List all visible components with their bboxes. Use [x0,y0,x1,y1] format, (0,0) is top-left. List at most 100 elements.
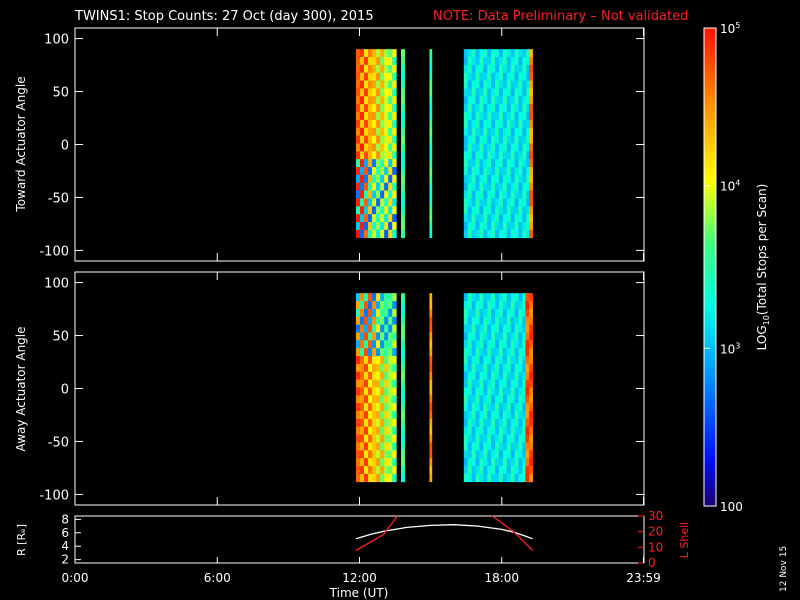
heatmap-cell [487,167,492,176]
heatmap-cell [380,458,385,467]
heatmap-cell [400,190,405,199]
heatmap-cell [372,411,377,420]
heatmap-cell [502,88,508,97]
heatmap-cell [471,442,476,451]
heatmap-cell [467,151,473,160]
heatmap-cell [498,182,504,191]
heatmap-cell [368,64,373,74]
heatmap-cell [429,57,433,66]
heatmap-cell [479,332,484,341]
heatmap-cell [502,332,508,341]
heatmap-cell [529,395,533,404]
heatmap-cell [498,442,504,451]
heatmap-cell [376,49,381,58]
heatmap-cell [498,363,504,373]
heatmap-cell [384,72,389,81]
heatmap-cell [514,301,519,310]
heatmap-cell [518,72,523,81]
heatmap-cell [518,316,523,325]
y-tick-label: 100 [44,33,69,48]
heatmap-cell [471,403,476,412]
heatmap-cell [525,387,530,396]
heatmap-cell [388,308,393,318]
y-tick-label: 100 [44,277,69,292]
heatmap-cell [368,151,373,160]
heatmap-cell [368,182,373,191]
heatmap-cell [376,159,381,168]
heatmap-cell [355,465,361,475]
heatmap-cell [463,159,469,168]
heatmap-cell [491,96,496,105]
heatmap-cell [495,418,500,428]
heatmap-cell [364,127,369,136]
heatmap-cell [364,458,369,467]
heatmap-cell [384,80,389,89]
heatmap-cell [355,229,361,239]
heatmap-cell [471,135,476,144]
heatmap-cell [529,458,533,467]
heatmap-cell [514,403,519,412]
heatmap-cell [495,88,500,97]
heatmap-cell [510,229,515,239]
heatmap-cell [359,119,365,129]
heatmap-cell [475,340,480,349]
heatmap-cell [376,308,381,318]
heatmap-cell [498,49,504,58]
heatmap-cell [491,64,496,74]
heatmap-cell [483,473,488,483]
heatmap-cell [487,442,492,451]
heatmap-cell [514,151,519,160]
heatmap-cell [380,135,385,144]
heatmap-cell [429,418,433,428]
heatmap-cell [400,426,405,435]
heatmap-cell [388,434,393,443]
heatmap-cell [467,450,473,459]
heatmap-cell [529,356,533,365]
heatmap-cell [526,214,531,223]
heatmap-cell [518,159,523,168]
heatmap-cell [380,151,385,160]
heatmap-cell [368,214,373,223]
heatmap-cell [491,395,496,404]
heatmap-cell [355,403,361,412]
heatmap-cell [479,221,484,231]
y-tick-label: 0 [61,139,69,154]
heatmap-cell [380,411,385,420]
heatmap-cell [491,190,496,199]
heatmap-cell [463,182,469,191]
heatmap-cell [483,72,488,81]
heatmap-cell [372,434,377,443]
heatmap-cell [475,127,480,136]
heatmap-cell [514,379,519,388]
heatmap-cell [529,308,533,318]
heatmap-cell [463,379,469,388]
heatmap-cell [506,151,512,160]
heatmap-cell [525,332,530,341]
chart-title: TWINS1: Stop Counts: 27 Oct (day 300), 2… [74,9,374,24]
heatmap-cell [388,465,393,475]
heatmap-cell [471,434,476,443]
heatmap-cell [479,379,484,388]
heatmap-cell [463,293,469,302]
heatmap-cell [522,411,527,420]
heatmap-cell [364,387,369,396]
heatmap-cell [400,379,405,388]
heatmap-cell [359,206,365,215]
heatmap-cell [487,356,492,365]
heatmap-cell [475,143,480,152]
heatmap-cell [372,301,377,310]
heatmap-cell [376,190,381,199]
heatmap-cell [495,182,500,191]
heatmap-cell [483,411,488,420]
heatmap-cell [467,49,473,58]
cb-tick-label: 105 [720,21,740,36]
heatmap-cell [502,96,508,105]
heatmap-cell [372,363,377,373]
heatmap-cell [483,418,488,428]
heatmap-cell [502,127,508,136]
heatmap-cell [359,80,365,89]
heatmap-cell [510,88,515,97]
heatmap-cell [376,127,381,136]
heatmap-cell [522,119,527,129]
